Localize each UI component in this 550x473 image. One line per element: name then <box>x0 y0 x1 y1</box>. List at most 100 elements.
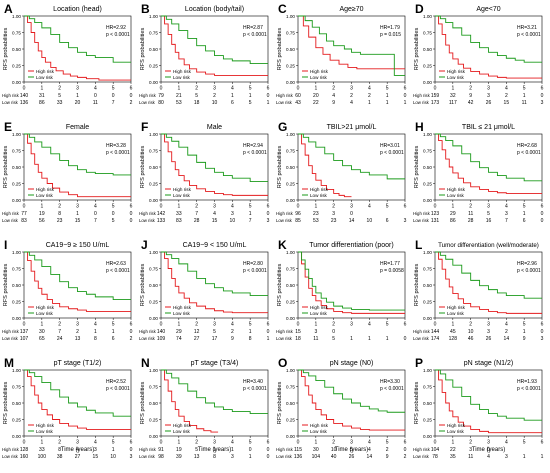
panel-title: CA19−9 ≥ 150 U/mL <box>46 242 110 249</box>
panel-letter: B <box>141 2 150 16</box>
risk-low-count: 128 <box>449 336 458 342</box>
y-tick-label: 1.00 <box>286 14 295 19</box>
x-tick-label: 2 <box>195 86 198 92</box>
legend-low-label: Low risk <box>36 311 54 316</box>
p-value-label: p < 0.0001 <box>517 32 541 38</box>
x-tick-label: 4 <box>231 204 234 210</box>
risk-low-row-label: Low risk <box>413 100 430 105</box>
y-tick-label: 1.00 <box>423 250 432 255</box>
risk-low-count: 1 <box>368 100 371 106</box>
risk-low-count: 27 <box>194 336 200 342</box>
x-tick-label: 1 <box>314 204 317 210</box>
y-tick-label: 0.00 <box>286 434 295 439</box>
risk-high-count: 7 <box>195 211 198 217</box>
x-tick-label: 0 <box>23 86 26 92</box>
x-tick-label: 0 <box>297 86 300 92</box>
low-risk-curve <box>298 369 405 413</box>
panel-letter: G <box>278 120 287 134</box>
x-tick-label: 0 <box>160 322 163 328</box>
x-tick-label: 1 <box>40 440 43 446</box>
risk-low-count: 8 <box>249 336 252 342</box>
x-tick-label: 6 <box>541 204 544 210</box>
x-tick-label: 4 <box>94 322 97 328</box>
legend-high-label: High risk <box>173 423 192 428</box>
risk-high-count: 0 <box>267 329 270 335</box>
hazard-ratio-label: HR=2.68 <box>517 143 537 149</box>
risk-low-count: 26 <box>486 336 492 342</box>
risk-low-count: 109 <box>157 336 166 342</box>
panel-title: TBIL>21 μmol/L <box>327 124 377 131</box>
x-tick-label: 3 <box>350 322 353 328</box>
risk-high-count: 2 <box>231 329 234 335</box>
hazard-ratio-label: HR=1.93 <box>517 379 537 385</box>
x-tick-label: 2 <box>195 440 198 446</box>
p-value-label: p < 0.0001 <box>106 32 130 38</box>
risk-low-count: 1 <box>267 336 270 342</box>
legend-high-label: High risk <box>310 305 329 310</box>
y-tick-label: 0.50 <box>286 47 295 52</box>
risk-low-count: 14 <box>504 336 510 342</box>
risk-high-count: 1 <box>523 93 526 99</box>
x-tick-label: 6 <box>130 204 133 210</box>
low-risk-curve <box>24 133 131 176</box>
risk-high-count: 1 <box>249 211 252 217</box>
high-risk-curve <box>435 133 542 194</box>
y-tick-label: 0.00 <box>149 80 158 85</box>
risk-low-count: 28 <box>468 218 474 224</box>
low-risk-curve <box>24 251 131 300</box>
high-risk-curve <box>24 369 131 430</box>
panel-k: K Tumor differentiation (poor) 0.00 0.25 0.5… <box>276 238 407 342</box>
panel-title: CA19−9 < 150 U/mL <box>183 242 247 249</box>
risk-high-row-label: High risk <box>276 447 294 452</box>
risk-high-count: 3 <box>314 329 317 335</box>
y-tick-label: 0.25 <box>12 182 21 187</box>
y-tick-label: 0.50 <box>286 165 295 170</box>
x-tick-label: 6 <box>404 86 407 92</box>
risk-high-count: 1 <box>213 447 216 453</box>
risk-low-count: 6 <box>523 218 526 224</box>
y-tick-label: 0.75 <box>286 385 295 390</box>
risk-high-row-label: High risk <box>413 447 431 452</box>
x-tick-label: 6 <box>404 322 407 328</box>
x-tick-label: 0 <box>434 440 437 446</box>
y-tick-label: 0.75 <box>423 31 432 36</box>
risk-high-count: 0 <box>130 329 133 335</box>
risk-low-count: 160 <box>20 454 29 460</box>
legend-low-label: Low risk <box>310 311 328 316</box>
panel-a: A Location (head) 0.00 0.25 0.50 0.75 1.00 0 1 2 3… <box>2 2 133 106</box>
risk-high-count: 142 <box>157 211 166 217</box>
y-tick-label: 0.00 <box>423 80 432 85</box>
risk-high-count: 79 <box>158 93 164 99</box>
hazard-ratio-label: HR=3.30 <box>380 379 400 385</box>
y-tick-label: 0.75 <box>149 267 158 272</box>
high-risk-curve <box>161 251 268 314</box>
panel-letter: F <box>141 120 148 134</box>
x-tick-label: 5 <box>249 322 252 328</box>
p-value-label: p < 0.0001 <box>380 150 404 156</box>
risk-high-row-label: High risk <box>413 211 431 216</box>
high-risk-curve <box>24 133 131 198</box>
x-tick-label: 5 <box>249 440 252 446</box>
x-tick-label: 1 <box>451 322 454 328</box>
risk-high-count: 31 <box>39 93 45 99</box>
p-value-label: p < 0.0001 <box>243 32 267 38</box>
risk-high-count: 5 <box>487 211 490 217</box>
y-tick-label: 0.25 <box>423 300 432 305</box>
x-tick-label: 2 <box>58 204 61 210</box>
risk-high-count: 1 <box>249 93 252 99</box>
y-axis-label: RFS probabilities <box>414 264 420 307</box>
risk-low-count: 11 <box>468 454 473 460</box>
risk-high-count: 4 <box>213 211 216 217</box>
risk-low-count: 7 <box>505 218 508 224</box>
p-value-label: p < 0.0001 <box>106 386 130 392</box>
x-tick-label: 4 <box>368 86 371 92</box>
legend-high-label: High risk <box>310 423 329 428</box>
x-tick-label: 4 <box>94 440 97 446</box>
x-tick-label: 3 <box>76 440 79 446</box>
risk-high-row-label: High risk <box>2 447 20 452</box>
panel-title: TBIL ≤ 21 μmol/L <box>462 124 515 131</box>
legend-low-label: Low risk <box>310 193 328 198</box>
